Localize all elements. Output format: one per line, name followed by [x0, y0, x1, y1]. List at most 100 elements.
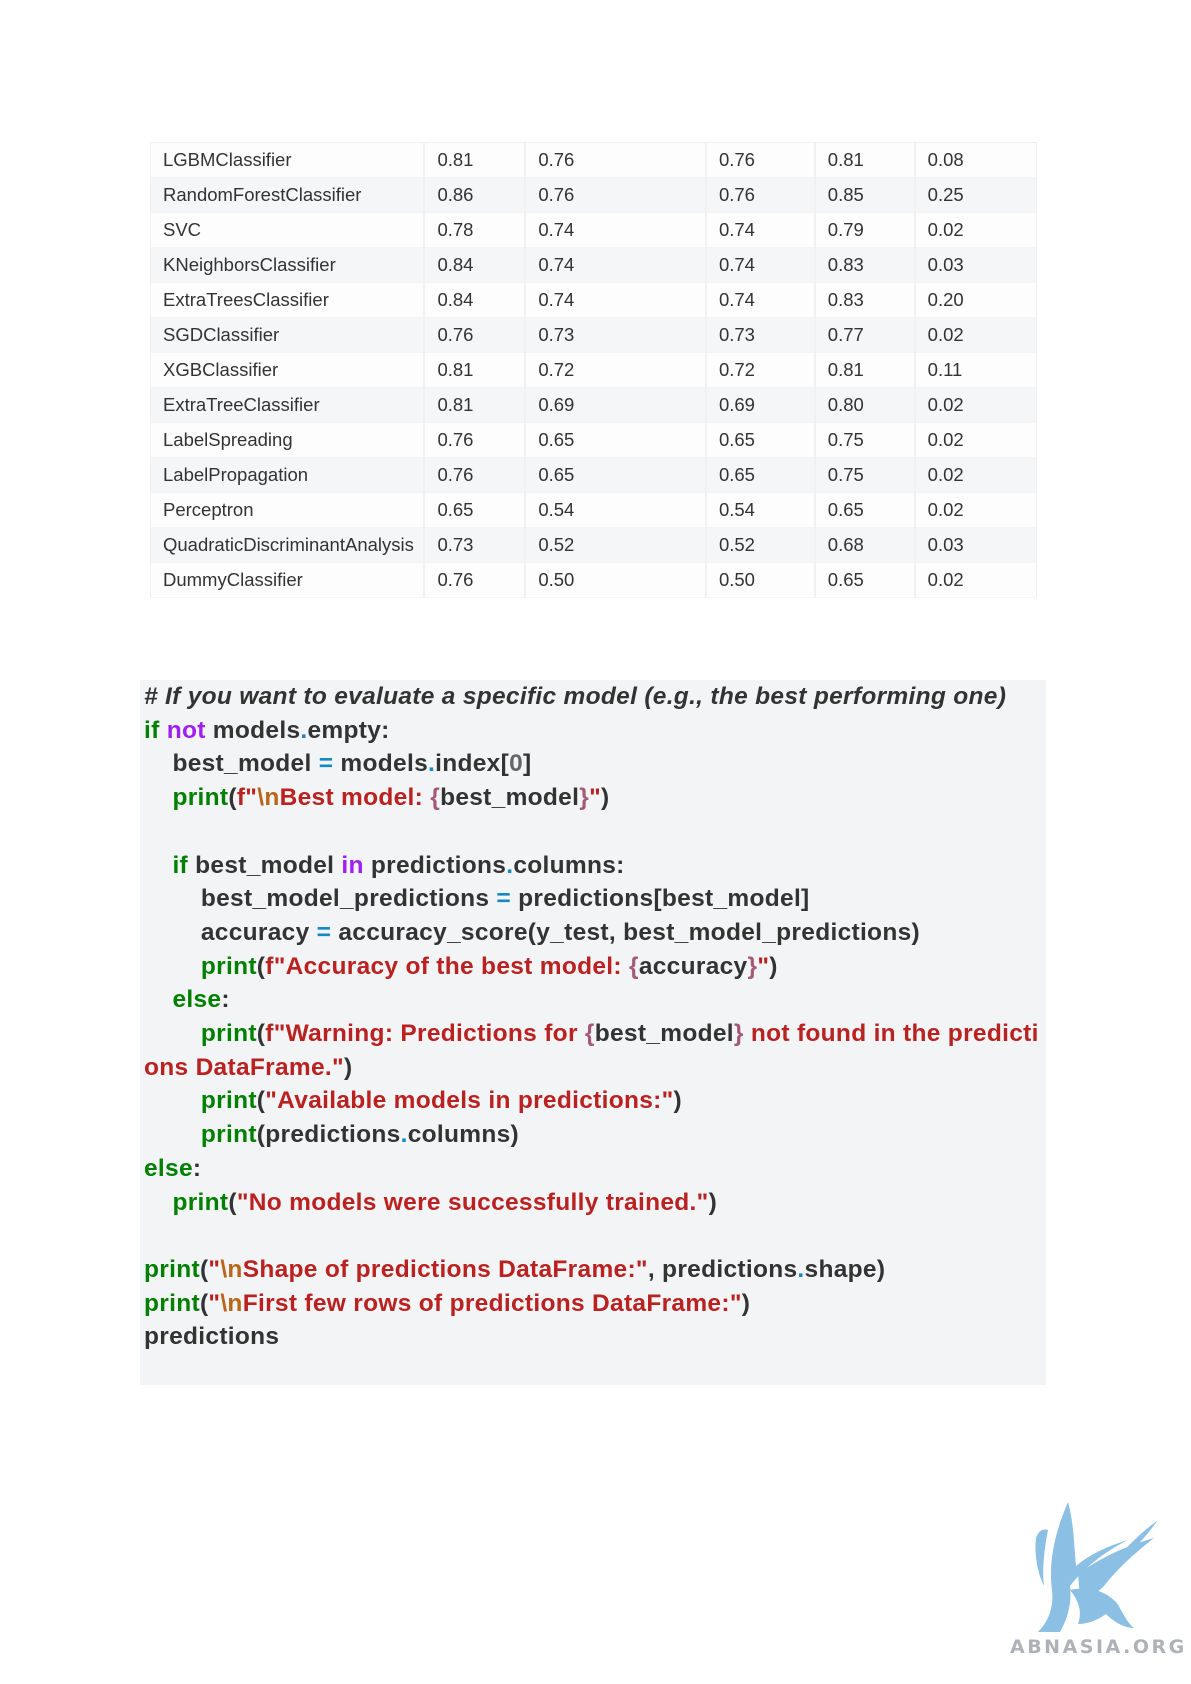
code-line: print(f"Accuracy of the best model: {acc…: [144, 953, 778, 980]
metric-cell: 0.84: [424, 282, 527, 318]
metric-cell: 0.25: [914, 177, 1037, 213]
code-token: columns:: [513, 851, 625, 879]
code-token: ): [600, 784, 610, 812]
code-token: Accuracy of the best model:: [285, 952, 629, 980]
metric-cell: 0.52: [705, 527, 816, 563]
model-name-cell: QuadraticDiscriminantAnalysis: [150, 527, 426, 563]
code-token: accuracy_score(y_test, best_model_predic…: [331, 918, 920, 946]
code-token: not: [166, 716, 206, 744]
code-token: ): [769, 952, 778, 980]
metric-cell: 0.83: [814, 282, 916, 318]
metric-cell: 0.03: [914, 527, 1037, 563]
code-line: else:: [144, 986, 230, 1013]
code-token: else: [172, 986, 222, 1014]
table-row: LGBMClassifier 0.81 0.76 0.76 0.81 0.08: [150, 142, 1037, 178]
model-name-cell: Perceptron: [150, 492, 426, 528]
metric-cell: 0.52: [525, 527, 707, 563]
metric-cell: 0.76: [525, 142, 707, 178]
metric-cell: 0.76: [424, 422, 527, 458]
code-line: accuracy = accuracy_score(y_test, best_m…: [144, 919, 920, 946]
code-token: in: [341, 851, 364, 879]
code-token: best_model: [594, 1020, 734, 1048]
code-token: .: [428, 750, 436, 778]
table-row: QuadraticDiscriminantAnalysis 0.73 0.52 0.5…: [150, 527, 1037, 563]
code-token: \n: [257, 784, 280, 812]
metric-cell: 0.81: [814, 142, 916, 178]
code-token: .: [300, 716, 308, 744]
code-token: shape): [804, 1255, 886, 1283]
metric-cell: 0.65: [525, 422, 707, 458]
metric-cell: 0.76: [424, 317, 527, 353]
metric-cell: 0.11: [914, 352, 1037, 388]
code-token: accuracy: [144, 918, 317, 946]
code-token: .: [797, 1255, 805, 1283]
code-token: columns): [407, 1121, 520, 1149]
code-token: [144, 953, 201, 980]
code-token: }: [733, 1020, 744, 1048]
code-token: best_model: [144, 750, 319, 778]
metric-cell: 0.69: [705, 387, 816, 423]
code-line: best_model = models.index[0]: [144, 750, 531, 777]
metric-cell: 0.50: [525, 562, 707, 598]
model-name-cell: RandomForestClassifier: [150, 177, 426, 213]
code-token: Shape of predictions DataFrame:": [242, 1255, 648, 1283]
code-token: print: [200, 952, 257, 980]
code-token: models: [205, 716, 301, 744]
code-token: print: [172, 1188, 229, 1216]
code-token: Warning: Predictions for: [285, 1020, 585, 1048]
code-line: predictions: [144, 1323, 279, 1350]
code-line: print(f"\nBest model: {best_model}"): [144, 784, 609, 811]
model-name-cell: LGBMClassifier: [150, 142, 426, 178]
metric-cell: 0.80: [814, 387, 916, 423]
metric-cell: 0.65: [525, 457, 707, 493]
code-token: print: [144, 1255, 200, 1283]
code-token: (: [256, 1087, 266, 1115]
code-line: print(f"Warning: Predictions for {best_m…: [144, 1020, 1039, 1081]
metric-cell: 0.81: [814, 352, 916, 388]
table-row: DummyClassifier 0.76 0.50 0.50 0.65 0.02: [150, 562, 1037, 598]
code-token: print: [200, 1087, 257, 1115]
metric-cell: 0.08: [914, 142, 1037, 178]
metric-cell: 0.86: [424, 177, 527, 213]
model-name-cell: SVC: [150, 212, 426, 248]
code-token: (: [228, 784, 237, 812]
model-name-cell: SGDClassifier: [150, 317, 426, 353]
metric-cell: 0.65: [814, 492, 916, 528]
code-token: ): [343, 1053, 353, 1081]
code-token: f": [265, 1020, 286, 1048]
code-line: print("\nShape of predictions DataFrame:…: [144, 1256, 885, 1283]
model-name-cell: LabelPropagation: [150, 457, 426, 493]
metric-cell: 0.74: [705, 212, 816, 248]
code-token: 0: [509, 750, 523, 778]
code-line: print("Available models in predictions:"…: [144, 1087, 682, 1114]
metric-cell: 0.74: [525, 247, 707, 283]
model-results-table: LGBMClassifier 0.81 0.76 0.76 0.81 0.08 Random…: [150, 142, 1037, 598]
metric-cell: 0.65: [705, 457, 816, 493]
metric-cell: 0.74: [525, 282, 707, 318]
code-token: [160, 717, 167, 744]
code-token: [144, 1020, 201, 1047]
metric-cell: 0.76: [424, 457, 527, 493]
code-token: ): [673, 1087, 683, 1115]
code-token: [144, 784, 172, 811]
metric-cell: 0.72: [705, 352, 816, 388]
table-body: LGBMClassifier 0.81 0.76 0.76 0.81 0.08 Random…: [150, 142, 1037, 598]
metric-cell: 0.54: [525, 492, 707, 528]
code-line: print("No models were successfully train…: [144, 1189, 717, 1216]
metric-cell: 0.02: [914, 422, 1037, 458]
code-token: (predictions: [256, 1121, 401, 1149]
metric-cell: 0.73: [705, 317, 816, 353]
code-token: .: [400, 1121, 408, 1149]
code-token: predictions[best_model]: [511, 885, 810, 913]
table-row: RandomForestClassifier 0.86 0.76 0.76 0.85 0.…: [150, 177, 1037, 213]
code-token: (: [256, 952, 266, 980]
metric-cell: 0.75: [814, 457, 916, 493]
code-token: "Available models in predictions:": [265, 1087, 674, 1115]
code-token: [144, 986, 172, 1013]
metric-cell: 0.81: [424, 352, 527, 388]
code-token: =: [318, 750, 334, 778]
metric-cell: 0.02: [914, 317, 1037, 353]
metric-cell: 0.65: [705, 422, 816, 458]
code-token: # If you want to evaluate a specific mod…: [144, 683, 1007, 710]
code-token: best_model: [440, 784, 580, 812]
